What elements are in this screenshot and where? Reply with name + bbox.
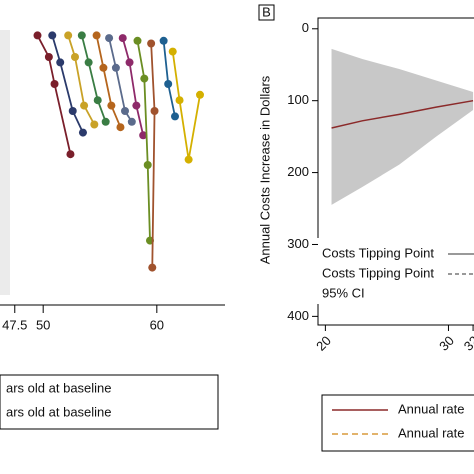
series-line — [67, 35, 96, 125]
point — [111, 63, 120, 72]
point — [71, 53, 79, 61]
point — [147, 39, 156, 48]
point — [171, 112, 179, 121]
point — [125, 58, 134, 67]
point — [48, 31, 57, 40]
point — [127, 117, 136, 126]
point — [64, 31, 73, 40]
shaded-band — [0, 30, 10, 295]
point — [159, 36, 168, 45]
point — [80, 101, 89, 110]
x-tick-label: 32 — [461, 333, 474, 354]
point — [139, 131, 148, 140]
point — [118, 34, 127, 43]
point — [66, 150, 75, 159]
point — [90, 120, 99, 129]
point — [33, 31, 42, 40]
point — [148, 263, 157, 272]
point — [56, 58, 65, 67]
legend-label: ars old at baseline — [6, 380, 112, 395]
point — [121, 107, 129, 115]
series-line — [121, 37, 145, 136]
series-line — [108, 37, 133, 123]
point — [107, 101, 116, 110]
x-tick-label: 47.5 — [2, 317, 27, 332]
series-line — [136, 40, 151, 241]
legend-label: Costs Tipping Point — [322, 265, 434, 280]
point — [101, 117, 110, 126]
legend-box — [0, 374, 219, 430]
panel-label: B — [262, 4, 271, 19]
legend-label: Annual rate — [398, 425, 465, 440]
point — [150, 107, 159, 115]
series-line — [80, 35, 107, 123]
point — [68, 107, 77, 115]
point — [140, 74, 149, 83]
point — [105, 34, 114, 43]
legend-label: ars old at baseline — [6, 404, 112, 419]
point — [93, 96, 102, 105]
legend-label: Annual rate — [398, 401, 465, 416]
y-axis-label: Annual Costs Increase in Dollars — [257, 75, 272, 264]
plot-frame — [317, 17, 474, 326]
point — [78, 128, 87, 137]
point — [84, 58, 93, 67]
series-line — [150, 43, 156, 268]
point — [184, 155, 193, 164]
y-tick-label: 200 — [287, 164, 309, 179]
y-tick-label: 0 — [302, 20, 309, 35]
series-line — [51, 35, 84, 133]
series-line — [171, 51, 201, 160]
point — [44, 53, 53, 61]
point — [99, 63, 108, 72]
ci-band — [331, 48, 474, 205]
legend-label: Costs Tipping Point — [322, 245, 434, 260]
point — [132, 101, 141, 110]
point — [175, 96, 184, 105]
x-tick-label: 30 — [436, 333, 457, 354]
legend-label: 95% CI — [322, 285, 365, 300]
y-tick-label: 300 — [287, 236, 309, 251]
point — [50, 80, 59, 88]
point — [196, 90, 204, 99]
point — [143, 161, 152, 169]
point — [168, 47, 177, 56]
point — [116, 123, 125, 132]
series-line — [36, 34, 72, 155]
inner-legend-box — [316, 238, 474, 304]
series-line — [331, 99, 474, 129]
panel-label-box — [258, 4, 275, 21]
x-tick-label: 50 — [36, 317, 50, 332]
point — [164, 80, 173, 88]
x-tick-label: 60 — [150, 317, 164, 332]
legend2-box — [321, 394, 474, 452]
series-line — [95, 35, 122, 128]
point — [92, 31, 101, 40]
y-tick-label: 400 — [287, 308, 309, 323]
x-tick-label: 20 — [313, 333, 334, 354]
point — [133, 36, 142, 45]
y-tick-label: 100 — [287, 92, 309, 107]
point — [77, 31, 86, 40]
